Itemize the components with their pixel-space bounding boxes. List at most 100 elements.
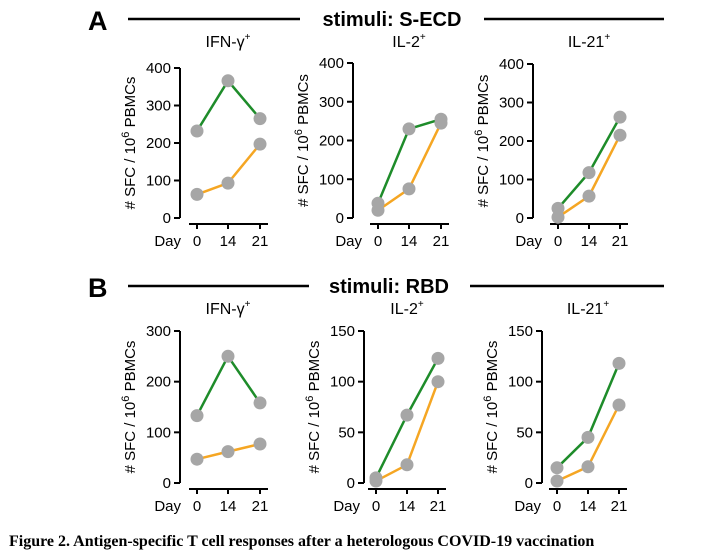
y-tick-label: 200 bbox=[146, 135, 171, 152]
series-line-green bbox=[195, 353, 262, 417]
x-tick-label: 0 bbox=[372, 498, 380, 515]
data-point-orange bbox=[369, 474, 383, 488]
y-tick-label: 200 bbox=[146, 374, 171, 391]
chart-b-il-2: IL-2+ 0 50 100 150 # SFC / 106 PBMCs 0 14 21 Day bbox=[304, 299, 446, 515]
chart-title: IL-21+ bbox=[567, 299, 609, 318]
chart-b-ifn-gamma: IFN-γ+ 0 100 200 300 # SFC / 106 PBMCs 0 14 21 Da… bbox=[120, 299, 268, 515]
y-tick-label: 300 bbox=[146, 98, 171, 115]
data-point-green bbox=[190, 124, 204, 138]
y-tick-label: 100 bbox=[508, 374, 533, 391]
data-point-green bbox=[613, 110, 627, 124]
chart-b-il-21: IL-21+ 0 50 100 150 # SFC / 106 PBMCs 0 14 21 Day bbox=[482, 299, 627, 515]
y-tick-label: 300 bbox=[499, 95, 524, 112]
x-axis-label: Day bbox=[154, 233, 181, 250]
data-point-orange bbox=[613, 128, 627, 142]
chart-a-il-2: IL-2+ 0 100 200 300 400 # SFC / 106 PBMCs 0 14 21… bbox=[293, 32, 449, 250]
y-tick-label: 0 bbox=[516, 210, 524, 227]
y-tick-label: 0 bbox=[336, 210, 344, 227]
panel-b-letter: B bbox=[88, 273, 108, 303]
figure-caption: Figure 2. Antigen-specific T cell respon… bbox=[9, 533, 594, 550]
y-axis-label: # SFC / 106 PBMCs bbox=[482, 341, 501, 474]
x-axis-label: Day bbox=[335, 233, 362, 250]
chart-title: IL-21+ bbox=[568, 32, 610, 51]
y-tick-label: 100 bbox=[146, 424, 171, 441]
data-point-green bbox=[612, 356, 626, 370]
y-tick-label: 150 bbox=[330, 323, 355, 340]
x-tick-label: 14 bbox=[581, 233, 598, 250]
y-tick-label: 0 bbox=[163, 210, 171, 227]
data-point-orange bbox=[431, 375, 445, 389]
x-tick-label: 21 bbox=[252, 233, 269, 250]
data-point-green bbox=[550, 461, 564, 475]
data-point-orange bbox=[253, 437, 267, 451]
x-tick-label: 0 bbox=[374, 233, 382, 250]
chart-a-ifn-gamma: IFN-γ+ 0 100 200 300 400 # SFC / 106 PBMCs 0 14 2… bbox=[120, 32, 268, 250]
data-point-green bbox=[190, 409, 204, 423]
panel-a-header: A stimuli: S-ECD bbox=[88, 6, 664, 36]
data-point-green bbox=[253, 112, 267, 126]
chart-title: IFN-γ+ bbox=[206, 299, 251, 318]
data-point-orange bbox=[581, 460, 595, 474]
data-point-orange bbox=[371, 203, 385, 217]
x-tick-label: 0 bbox=[554, 233, 562, 250]
y-tick-label: 100 bbox=[499, 172, 524, 189]
x-tick-label: 21 bbox=[611, 498, 628, 515]
x-tick-label: 14 bbox=[580, 498, 597, 515]
y-tick-label: 0 bbox=[163, 475, 171, 492]
data-point-green bbox=[221, 349, 235, 363]
data-point-orange bbox=[402, 182, 416, 196]
panel-b-stimuli-label: stimuli: RBD bbox=[329, 276, 449, 298]
x-tick-label: 14 bbox=[399, 498, 416, 515]
y-tick-label: 100 bbox=[319, 171, 344, 188]
y-axis-label: # SFC / 106 PBMCs bbox=[304, 341, 323, 474]
series-line-green bbox=[195, 78, 261, 132]
data-point-orange bbox=[612, 398, 626, 412]
data-point-green bbox=[400, 408, 414, 422]
y-tick-label: 100 bbox=[330, 374, 355, 391]
data-point-orange bbox=[221, 445, 235, 459]
x-axis-label: Day bbox=[514, 498, 541, 515]
data-point-orange bbox=[190, 187, 204, 201]
data-point-orange bbox=[550, 474, 564, 488]
data-point-orange bbox=[221, 176, 235, 190]
y-tick-label: 300 bbox=[319, 94, 344, 111]
y-tick-label: 400 bbox=[319, 55, 344, 72]
x-tick-label: 0 bbox=[193, 498, 201, 515]
panel-a-stimuli-label: stimuli: S-ECD bbox=[323, 9, 462, 31]
panel-b-header: B stimuli: RBD bbox=[88, 273, 664, 303]
x-tick-label: 21 bbox=[430, 498, 447, 515]
y-tick-label: 0 bbox=[347, 475, 355, 492]
x-axis-label: Day bbox=[515, 233, 542, 250]
x-tick-label: 21 bbox=[612, 233, 629, 250]
y-tick-label: 400 bbox=[499, 56, 524, 73]
y-tick-label: 50 bbox=[338, 424, 355, 441]
y-tick-label: 50 bbox=[516, 424, 533, 441]
data-point-orange bbox=[551, 210, 565, 224]
x-tick-label: 0 bbox=[553, 498, 561, 515]
x-axis-label: Day bbox=[333, 498, 360, 515]
data-point-green bbox=[402, 122, 416, 136]
data-point-orange bbox=[253, 137, 267, 151]
x-tick-label: 14 bbox=[401, 233, 418, 250]
data-point-green bbox=[431, 351, 445, 365]
panel-a-letter: A bbox=[88, 6, 108, 36]
data-point-green bbox=[582, 166, 596, 180]
chart-title: IL-2+ bbox=[392, 32, 426, 51]
y-axis-label: # SFC / 106 PBMCs bbox=[120, 341, 139, 474]
x-tick-label: 0 bbox=[193, 233, 201, 250]
y-axis-label: # SFC / 106 PBMCs bbox=[473, 75, 492, 208]
x-tick-label: 14 bbox=[220, 498, 237, 515]
series-line-green bbox=[556, 362, 621, 469]
y-tick-label: 300 bbox=[146, 323, 171, 340]
data-point-green bbox=[253, 396, 267, 410]
chart-title: IL-2+ bbox=[390, 299, 424, 318]
x-tick-label: 21 bbox=[433, 233, 450, 250]
chart-title: IFN-γ+ bbox=[206, 32, 251, 51]
series-line-orange bbox=[377, 122, 443, 212]
x-tick-label: 14 bbox=[220, 233, 237, 250]
y-tick-label: 100 bbox=[146, 173, 171, 190]
data-point-orange bbox=[400, 458, 414, 472]
y-tick-label: 200 bbox=[499, 133, 524, 150]
y-tick-label: 0 bbox=[525, 475, 533, 492]
